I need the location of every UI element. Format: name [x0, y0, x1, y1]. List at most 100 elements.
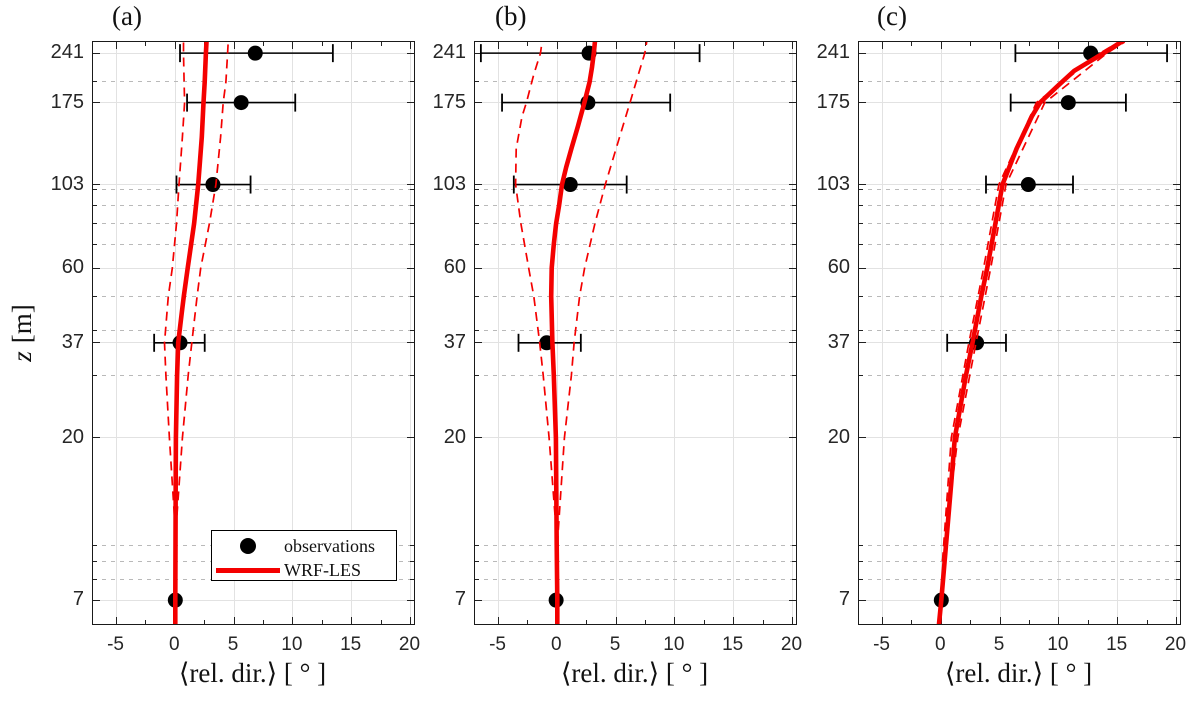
gridline-major-horizontal: [93, 184, 414, 186]
x-tick-label: 5: [227, 634, 239, 655]
gridline-major-horizontal: [93, 267, 414, 269]
y-tick-mark: [93, 342, 100, 344]
gridline-major-vertical: [351, 42, 353, 624]
x-tick-mark: [1058, 42, 1060, 49]
x-minor-tick-mark: [380, 42, 382, 46]
y-minor-tick-mark: [410, 560, 414, 562]
y-tick-mark: [475, 599, 482, 601]
y-minor-tick-mark: [792, 374, 796, 376]
y-tick-mark: [93, 599, 100, 601]
gridline-minor-horizontal: [859, 204, 1180, 206]
x-tick-label: 20: [1164, 634, 1187, 655]
x-minor-tick-mark: [380, 620, 382, 624]
x-tick-mark: [882, 617, 884, 624]
x-minor-tick-mark: [1087, 620, 1089, 624]
x-tick-mark: [733, 42, 735, 49]
gridline-major-vertical: [556, 42, 558, 624]
y-minor-tick-mark: [859, 374, 863, 376]
y-minor-tick-mark: [1176, 374, 1180, 376]
y-tick-label: 241: [50, 41, 84, 64]
gridline-minor-horizontal: [93, 330, 414, 332]
y-minor-tick-mark: [475, 204, 479, 206]
x-tick-label: 10: [1047, 634, 1069, 655]
x-tick-label: 0: [551, 634, 562, 655]
y-minor-tick-mark: [1176, 81, 1180, 83]
x-tick-label: 0: [935, 634, 946, 655]
y-minor-tick-mark: [475, 544, 479, 546]
y-tick-mark: [407, 184, 414, 186]
y-tick-label: 175: [816, 90, 850, 113]
model-band-lower: [163, 42, 186, 531]
x-tick-label: -5: [489, 634, 506, 655]
x-minor-tick-mark: [527, 620, 529, 624]
y-minor-tick-mark: [410, 295, 414, 297]
x-tick-mark: [351, 617, 353, 624]
gridline-major-horizontal: [475, 437, 796, 439]
y-tick-mark: [475, 184, 482, 186]
x-tick-mark: [733, 617, 735, 624]
y-minor-tick-mark: [792, 243, 796, 245]
x-tick-label: -5: [873, 634, 890, 655]
x-minor-tick-mark: [1146, 620, 1148, 624]
model-band-upper: [941, 42, 1126, 562]
model-band-upper: [556, 42, 648, 546]
y-minor-tick-mark: [792, 295, 796, 297]
gridline-major-horizontal: [475, 184, 796, 186]
model-band-lower: [941, 42, 1120, 562]
x-minor-tick-mark: [1087, 42, 1089, 46]
y-tick-mark: [475, 437, 482, 439]
x-tick-mark: [1117, 617, 1119, 624]
y-minor-tick-mark: [859, 295, 863, 297]
x-minor-tick-mark: [762, 620, 764, 624]
y-tick-mark: [789, 437, 796, 439]
y-tick-mark: [789, 102, 796, 104]
model-line: [548, 42, 598, 624]
x-tick-mark: [409, 42, 411, 49]
x-tick-mark: [556, 42, 558, 49]
x-tick-mark: [615, 617, 617, 624]
x-tick-mark: [292, 617, 294, 624]
panel-b-plot-area: [474, 41, 797, 625]
gridline-minor-horizontal: [93, 295, 414, 297]
observation-marker: [1060, 95, 1076, 111]
x-tick-mark: [1175, 42, 1177, 49]
model-band-upper: [175, 42, 230, 531]
panel-c-title: (c): [877, 1, 907, 31]
gridline-major-vertical: [1175, 42, 1177, 624]
x-tick-label: 5: [609, 634, 621, 655]
x-minor-tick-mark: [1028, 42, 1030, 46]
x-minor-tick-mark: [145, 620, 147, 624]
y-minor-tick-mark: [410, 579, 414, 581]
y-tick-mark: [789, 267, 796, 269]
x-minor-tick-mark: [586, 620, 588, 624]
gridline-major-horizontal: [859, 599, 1180, 601]
gridline-minor-horizontal: [475, 223, 796, 225]
y-tick-label: 60: [61, 256, 84, 279]
y-minor-tick-mark: [93, 374, 97, 376]
y-minor-tick-mark: [792, 579, 796, 581]
y-minor-tick-mark: [1176, 579, 1180, 581]
y-minor-tick-mark: [859, 579, 863, 581]
y-minor-tick-mark: [475, 81, 479, 83]
y-minor-tick-mark: [93, 243, 97, 245]
y-tick-mark: [407, 599, 414, 601]
y-minor-tick-mark: [410, 204, 414, 206]
y-minor-tick-mark: [410, 374, 414, 376]
y-minor-tick-mark: [859, 560, 863, 562]
x-tick-mark: [498, 617, 500, 624]
y-tick-mark: [789, 184, 796, 186]
y-minor-tick-mark: [859, 188, 863, 190]
x-minor-tick-mark: [703, 620, 705, 624]
gridline-major-horizontal: [93, 599, 414, 601]
gridline-major-vertical: [233, 42, 235, 624]
gridline-minor-horizontal: [93, 188, 414, 190]
observation-dot-icon: [212, 538, 284, 554]
y-minor-tick-mark: [1176, 295, 1180, 297]
gridline-major-horizontal: [475, 267, 796, 269]
gridline-minor-horizontal: [859, 579, 1180, 581]
y-minor-tick-mark: [859, 204, 863, 206]
legend-item-observations: observations: [212, 534, 396, 558]
y-tick-mark: [1173, 437, 1180, 439]
y-tick-label: 37: [827, 330, 850, 353]
gridline-major-vertical: [292, 42, 294, 624]
